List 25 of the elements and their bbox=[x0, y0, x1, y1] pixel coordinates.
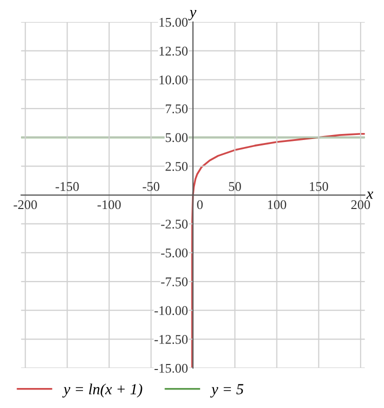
y-tick-label: -7.50 bbox=[161, 277, 188, 286]
y-tick-label: 5.00 bbox=[166, 133, 188, 142]
x2-tick-label: -50 bbox=[142, 182, 160, 191]
y-tick-label: -12.50 bbox=[154, 334, 188, 344]
x2-tick-label: -150 bbox=[56, 182, 79, 191]
y-tick-label: -10.00 bbox=[154, 306, 188, 316]
x-tick-label: -100 bbox=[98, 200, 121, 210]
y-tick-label: -15.00 bbox=[154, 364, 188, 373]
legend-label: y = ln(x + 1) bbox=[62, 384, 142, 398]
x2-tick-label: 150 bbox=[310, 182, 328, 191]
y-tick-label: 15.00 bbox=[160, 18, 188, 27]
y-tick-label: 10.00 bbox=[160, 76, 188, 84]
y-tick-label: 12.50 bbox=[160, 46, 188, 56]
x-tick-label: -200 bbox=[14, 200, 37, 210]
x2-tick-label: 50 bbox=[229, 182, 241, 191]
x-tick-label: 100 bbox=[268, 200, 286, 210]
y-tick-label: 2.50 bbox=[166, 162, 188, 171]
y-axis-title: y bbox=[188, 10, 196, 20]
y-tick-label: -2.50 bbox=[161, 220, 188, 229]
x-tick-label: 200 bbox=[351, 200, 370, 210]
x-axis-title: x bbox=[366, 192, 374, 199]
y-tick-label: 7.50 bbox=[166, 104, 188, 114]
legend-label: y = 5 bbox=[210, 384, 244, 398]
x-tick-label: 0 bbox=[197, 200, 203, 210]
y-tick-label: -5.00 bbox=[161, 248, 188, 258]
